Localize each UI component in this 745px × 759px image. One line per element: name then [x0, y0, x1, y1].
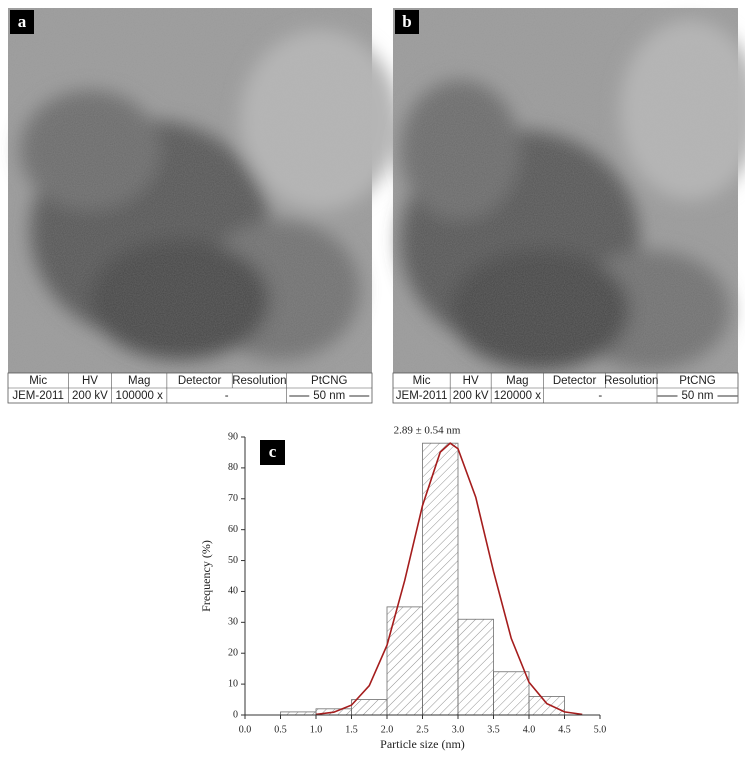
x-tick-label: 5.0 [594, 724, 607, 735]
table-header: Detector [553, 375, 597, 387]
x-tick-label: 2.0 [381, 724, 394, 735]
x-tick-label: 0.0 [239, 724, 252, 735]
y-axis-label: Frequency (%) [199, 540, 213, 612]
table-header: Mic [29, 375, 47, 387]
x-tick-label: 1.5 [345, 724, 358, 735]
table-header: Resolution [232, 375, 286, 387]
panel-label: b [402, 12, 411, 31]
panel-label: c [269, 442, 277, 461]
bar [493, 671, 530, 716]
bar [351, 699, 388, 716]
table-header: HV [463, 375, 479, 387]
label-box [260, 440, 285, 465]
y-tick-label: 0 [233, 709, 238, 720]
label-box [10, 10, 34, 34]
table-header: Detector [178, 375, 222, 387]
table-header: Mag [506, 375, 528, 387]
table-header: Mic [413, 375, 431, 387]
x-tick-label: 4.5 [558, 724, 571, 735]
y-tick-label: 10 [228, 678, 238, 689]
y-tick-label: 30 [228, 617, 238, 628]
y-tick-label: 90 [228, 431, 238, 442]
x-tick-label: 0.5 [274, 724, 287, 735]
tem-image [8, 8, 400, 373]
y-tick-label: 60 [228, 524, 238, 535]
table-header: PtCNG [311, 375, 347, 387]
table-cell: 200 kV [72, 390, 108, 402]
table-header: PtCNG [679, 375, 715, 387]
x-tick-label: 3.0 [452, 724, 465, 735]
bar [422, 442, 459, 716]
y-tick-label: 40 [228, 586, 238, 597]
table-header: Resolution [604, 375, 658, 387]
x-tick-label: 4.0 [523, 724, 536, 735]
y-tick-label: 20 [228, 648, 238, 659]
label-box [395, 10, 419, 34]
panel-label: a [18, 12, 27, 31]
tem-image [393, 8, 745, 373]
x-axis-label: Particle size (nm) [380, 737, 465, 751]
bar [528, 696, 565, 716]
y-tick-label: 80 [228, 462, 238, 473]
y-tick-label: 70 [228, 493, 238, 504]
table-cell: - [225, 390, 229, 402]
x-tick-label: 1.0 [310, 724, 323, 735]
bar [457, 618, 494, 716]
table-cell: 50 nm [682, 390, 714, 402]
annotation: 2.89 ± 0.54 nm [394, 425, 461, 437]
fit-curve [315, 442, 583, 716]
table-header: Mag [128, 375, 150, 387]
x-tick-label: 2.5 [416, 724, 429, 735]
table-cell: JEM-2011 [12, 390, 64, 402]
x-tick-label: 3.5 [487, 724, 500, 735]
table-cell: 50 nm [313, 390, 345, 402]
table-cell: JEM-2011 [396, 390, 448, 402]
table-cell: 200 kV [453, 390, 489, 402]
y-tick-label: 50 [228, 555, 238, 566]
table-cell: 120000 x [494, 390, 542, 402]
table-cell: 100000 x [116, 390, 164, 402]
table-header: HV [82, 375, 98, 387]
table-cell: - [598, 390, 602, 402]
